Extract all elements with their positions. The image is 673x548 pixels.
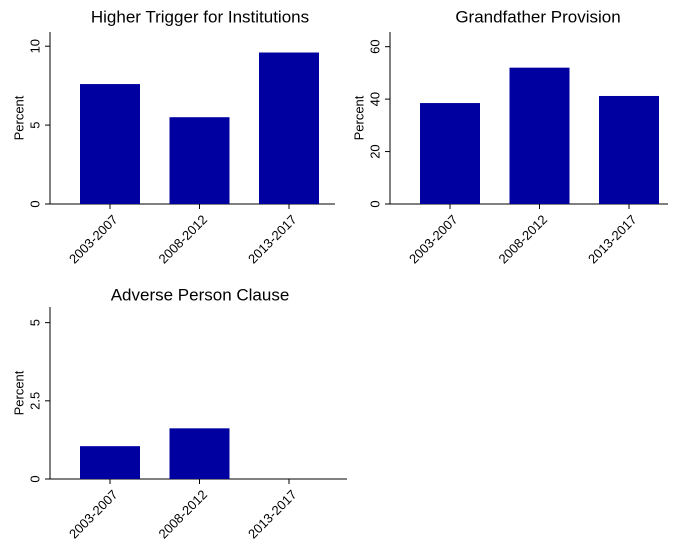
x-tick-label: 2003-2007 (66, 487, 121, 542)
bar (259, 52, 319, 204)
x-tick-label: 2013-2017 (245, 212, 300, 267)
bar (420, 103, 480, 204)
y-tick-label: 5 (27, 319, 42, 326)
x-tick-label: 2008-2012 (495, 212, 550, 267)
y-axis-label: Percent (11, 370, 26, 415)
bar (509, 67, 570, 204)
chart-title: Adverse Person Clause (111, 285, 290, 304)
y-tick-label: 0 (27, 475, 42, 482)
bar (80, 84, 140, 204)
y-tick-label: 5 (27, 121, 42, 128)
y-axis-label: Percent (351, 95, 366, 140)
y-tick-label: 20 (367, 144, 382, 158)
bar (169, 117, 230, 204)
y-tick-label: 10 (27, 39, 42, 53)
bar (169, 428, 230, 479)
y-tick-label: 2.5 (27, 392, 42, 410)
x-tick-label: 2003-2007 (406, 212, 461, 267)
chart-title: Grandfather Provision (455, 7, 620, 26)
x-tick-label: 2013-2017 (245, 487, 300, 542)
x-tick-label: 2008-2012 (155, 212, 210, 267)
x-tick-label: 2003-2007 (66, 212, 121, 267)
x-tick-label: 2013-2017 (585, 212, 640, 267)
y-tick-label: 0 (367, 200, 382, 207)
y-axis-label: Percent (11, 95, 26, 140)
y-tick-label: 0 (27, 200, 42, 207)
bar (80, 446, 140, 479)
y-tick-label: 60 (367, 39, 382, 53)
chart-title: Higher Trigger for Institutions (91, 7, 309, 26)
bar (599, 95, 659, 204)
x-tick-label: 2008-2012 (155, 487, 210, 542)
y-tick-label: 40 (367, 92, 382, 106)
